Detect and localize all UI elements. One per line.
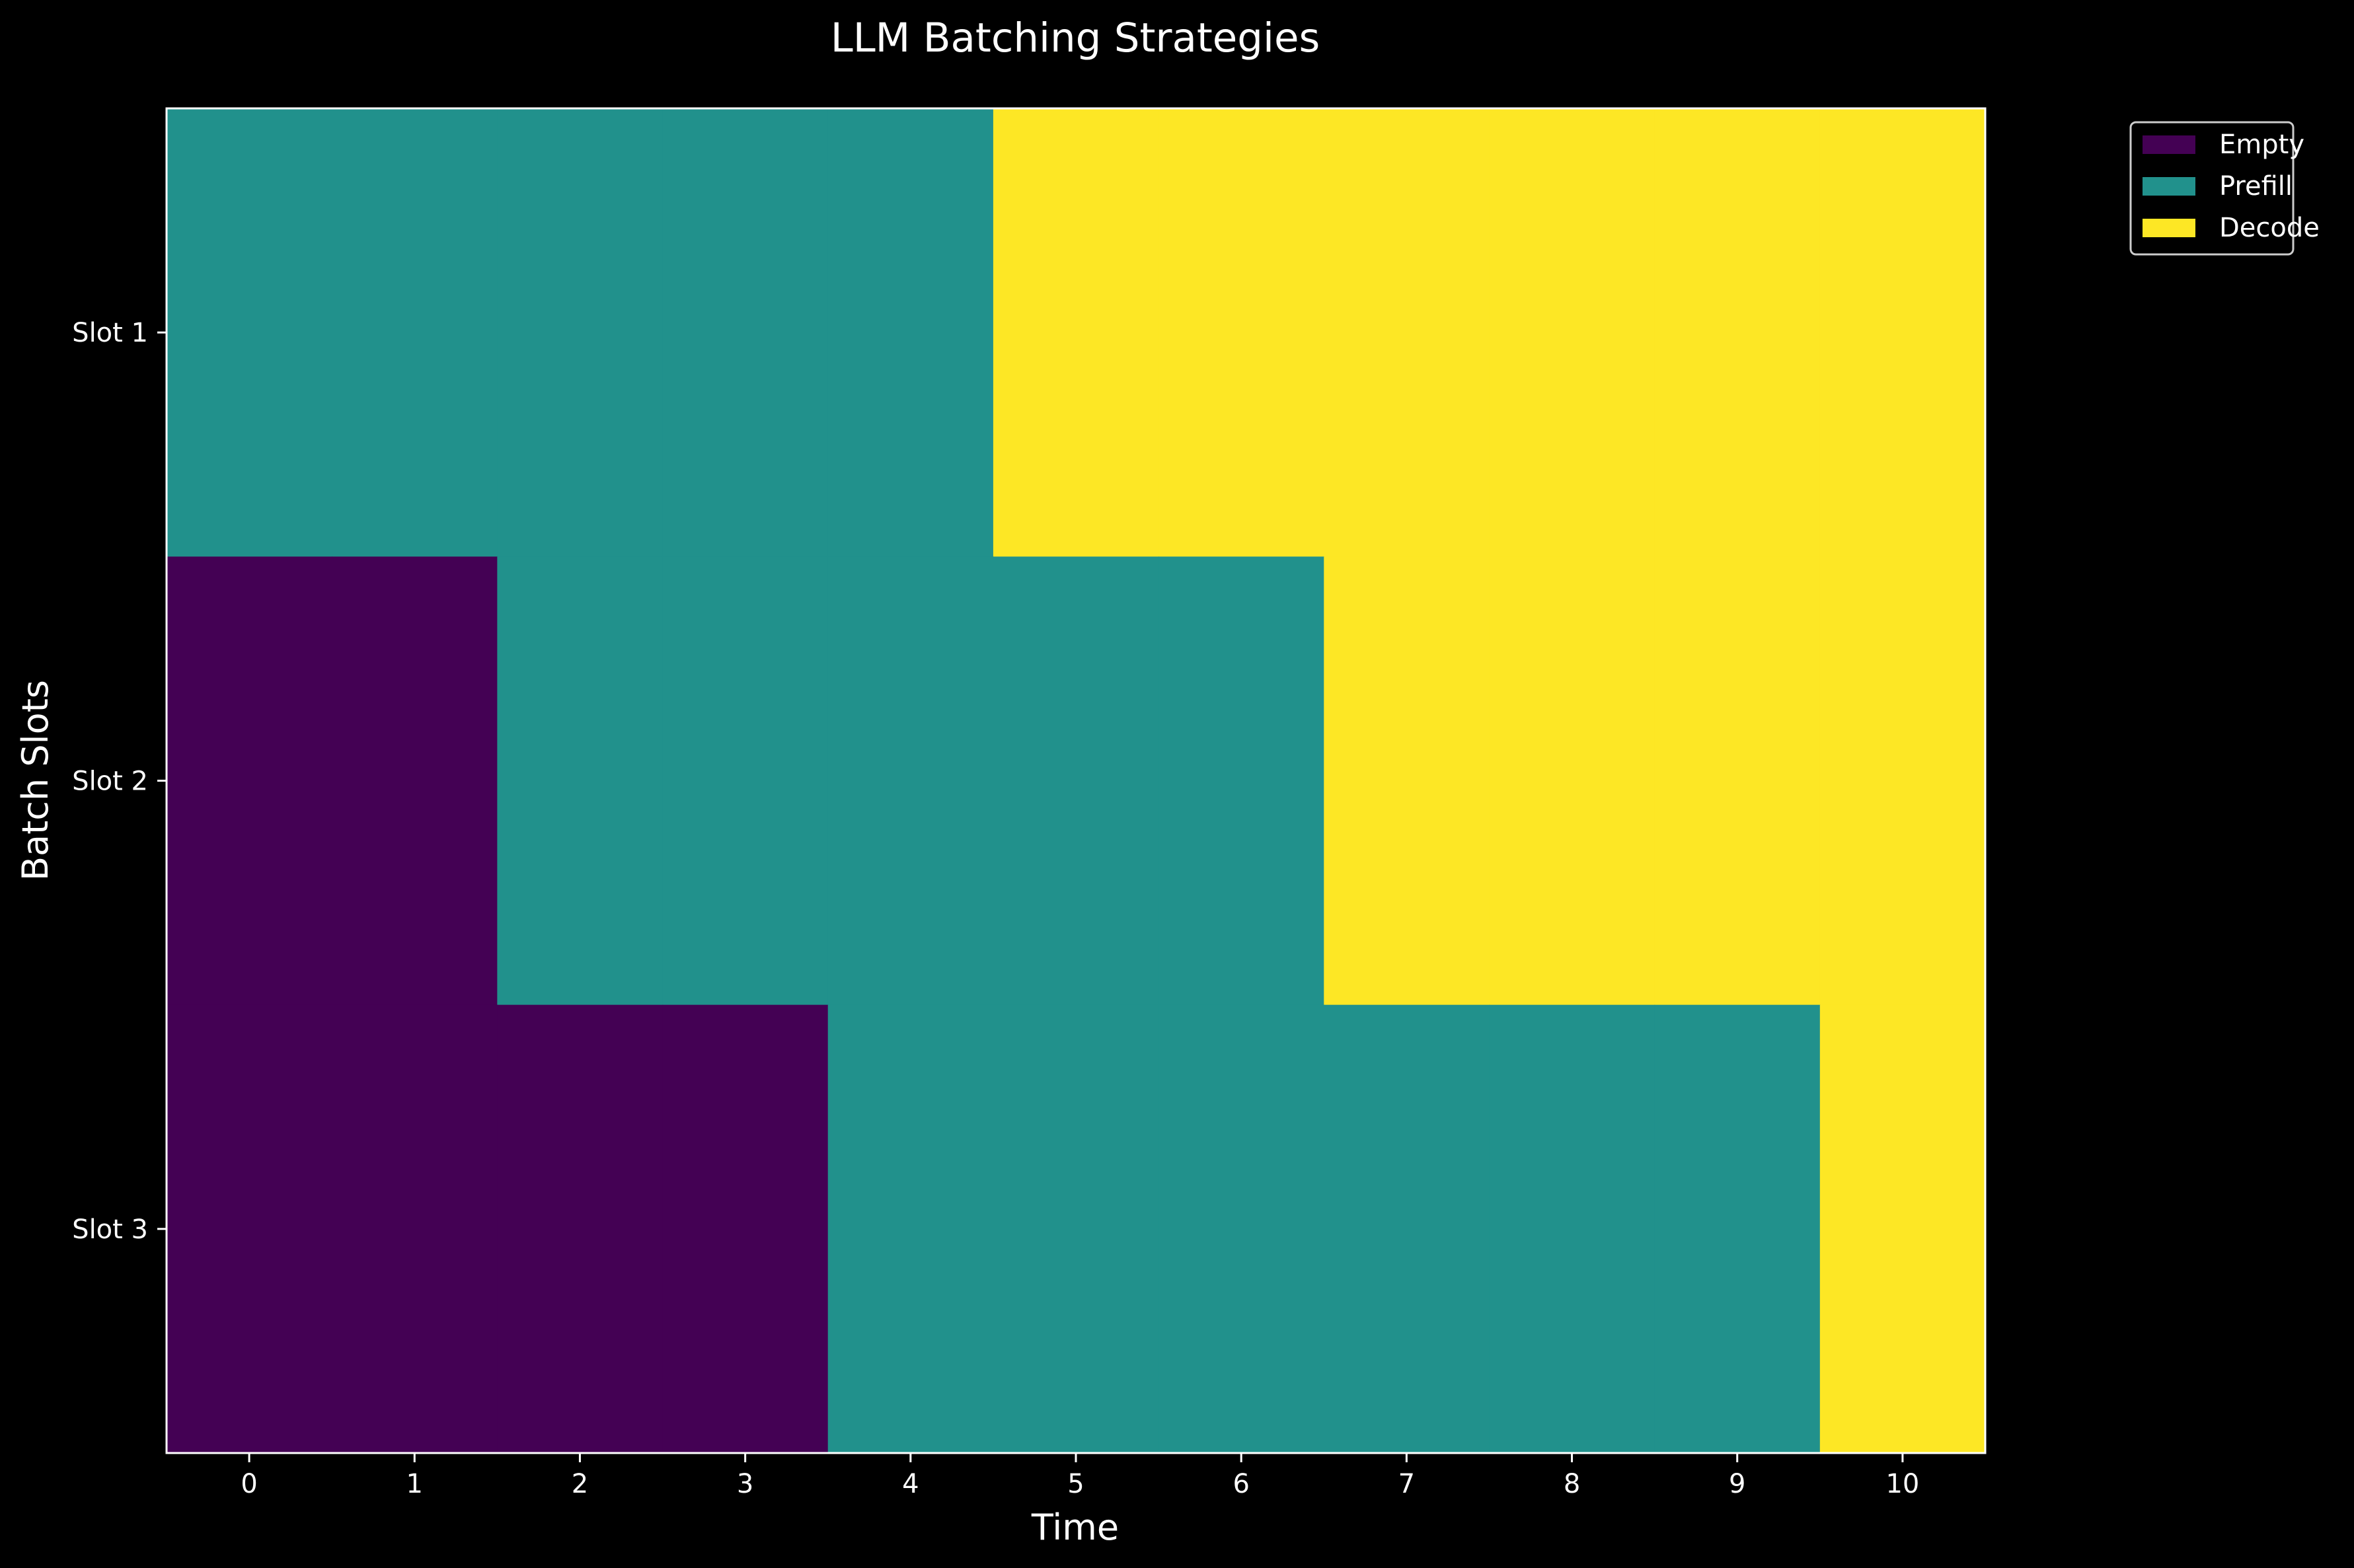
legend-label: Empty [2219,130,2304,160]
heatmap-cell [497,108,664,558]
heatmap-cell [1324,556,1490,1006]
chart-title: LLM Batching Strategies [831,15,1320,61]
heatmap-cell [993,108,1159,558]
heatmap-cell [827,556,994,1006]
legend-label: Decode [2219,213,2320,243]
x-tick-label: 0 [241,1469,257,1499]
heatmap-cell [662,556,829,1006]
heatmap-cell [993,1004,1159,1454]
heatmap-cell [1819,556,1986,1006]
legend-swatch [2143,135,2195,154]
x-tick-label: 8 [1564,1469,1580,1499]
heatmap-cells [167,108,1986,1454]
y-tick-label: Slot 2 [72,766,148,797]
heatmap-cell [1489,556,1655,1006]
legend-swatch [2143,177,2195,196]
heatmap-cell [497,1004,664,1454]
heatmap-cell [1489,1004,1655,1454]
y-axis-ticks: Slot 1 Slot 2 Slot 3 [72,318,167,1245]
heatmap-cell [1819,108,1986,558]
y-axis-label: Batch Slots [15,680,56,881]
x-tick-label: 10 [1885,1469,1919,1499]
heatmap-cell [662,108,829,558]
heatmap-cell [497,556,664,1006]
x-tick-label: 2 [572,1469,588,1499]
x-tick-label: 3 [737,1469,753,1499]
heatmap-cell [1654,1004,1821,1454]
heatmap-cell [332,108,498,558]
x-tick-label: 4 [902,1469,919,1499]
x-tick-label: 6 [1233,1469,1249,1499]
heatmap-cell [332,1004,498,1454]
heatmap-cell [167,556,332,1006]
x-tick-label: 9 [1729,1469,1745,1499]
heatmap-cell [167,108,332,558]
heatmap-cell [993,556,1159,1006]
heatmap-cell [1158,556,1325,1006]
heatmap-cell [1324,1004,1490,1454]
legend-label: Prefill [2219,171,2293,202]
y-tick-label: Slot 3 [72,1214,148,1245]
heatmap-cell [662,1004,829,1454]
x-tick-label: 5 [1067,1469,1084,1499]
heatmap-cell [827,108,994,558]
heatmap-cell [1819,1004,1986,1454]
heatmap-cell [1654,108,1821,558]
heatmap-cell [1158,108,1325,558]
x-tick-label: 7 [1398,1469,1415,1499]
legend-items: Empty Prefill Decode [2143,130,2320,243]
legend: Empty Prefill Decode [2129,121,2320,256]
y-tick-label: Slot 1 [72,318,148,348]
heatmap-cell [1654,556,1821,1006]
x-tick-label: 1 [406,1469,423,1499]
heatmap-cell [1489,108,1655,558]
heatmap-cell [167,1004,332,1454]
heatmap-cell [1158,1004,1325,1454]
heatmap-cell [827,1004,994,1454]
x-axis-ticks: 0 1 2 3 4 5 6 7 8 9 10 [241,1453,1919,1499]
heatmap-cell [332,556,498,1006]
heatmap-cell [1324,108,1490,558]
legend-swatch [2143,219,2195,237]
x-axis-label: Time [1031,1507,1119,1548]
